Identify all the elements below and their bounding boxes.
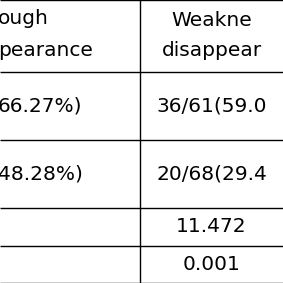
Text: Weakne: Weakne (171, 10, 252, 29)
Text: ough: ough (0, 8, 49, 27)
Text: 66.27%): 66.27%) (0, 97, 83, 115)
Text: 48.28%): 48.28%) (0, 164, 83, 183)
Text: disappear: disappear (161, 40, 261, 59)
Text: 36/61(59.0: 36/61(59.0 (156, 97, 267, 115)
Text: 0.001: 0.001 (183, 255, 241, 274)
Text: 11.472: 11.472 (176, 218, 247, 237)
Text: 20/68(29.4: 20/68(29.4 (156, 164, 267, 183)
Text: pearance: pearance (0, 40, 93, 59)
